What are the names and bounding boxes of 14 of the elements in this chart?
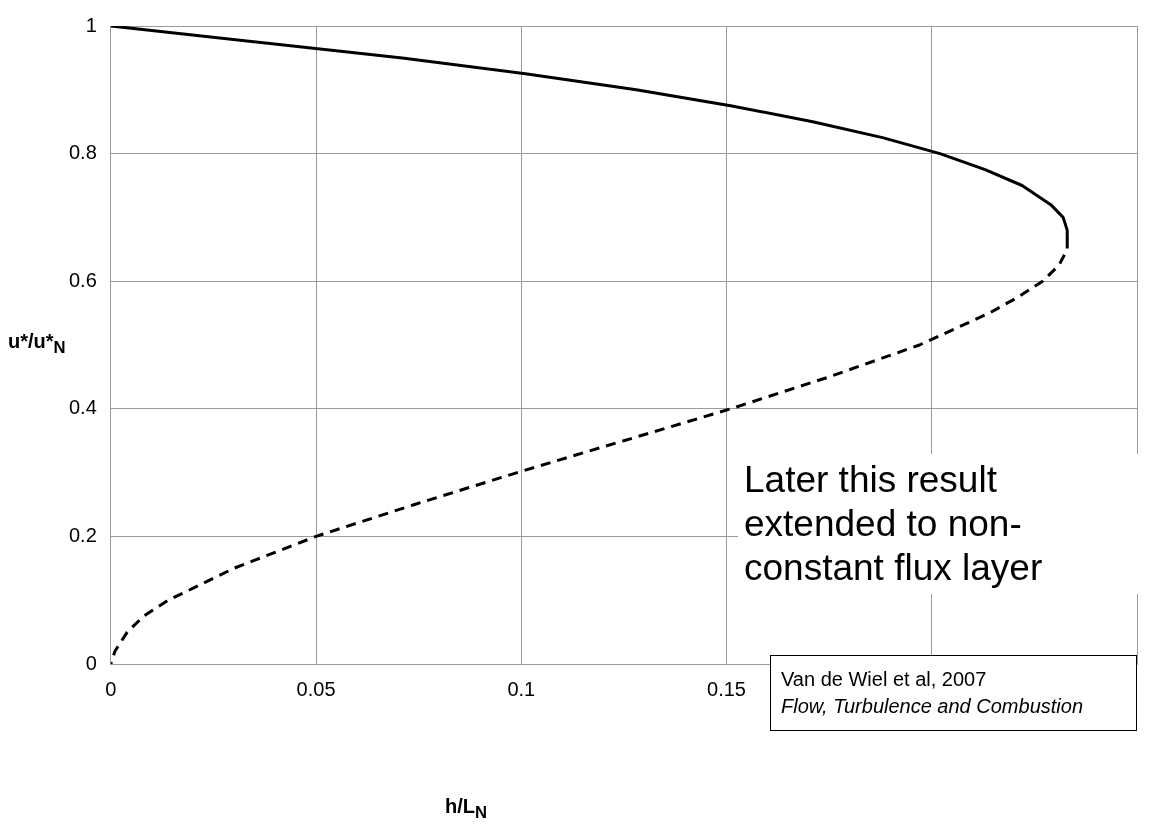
annotation: Later this result extended to non-constant flux layer — [738, 454, 1150, 594]
x-axis-title: h/L$_{N}$ — [445, 795, 488, 823]
x-tick-label: 0.05 — [296, 677, 336, 700]
y-tick-label: 0.8 — [68, 141, 97, 164]
x-tick-label: 0.15 — [707, 677, 746, 700]
citation-box: Van de Wiel et al, 2007 Flow, Turbulence and Combustion — [770, 655, 1137, 731]
y-tick-label: 0.2 — [68, 523, 97, 546]
x-tick-label: 0 — [105, 677, 117, 700]
y-tick-label: 0 — [85, 651, 97, 674]
x-tick-label: 0.1 — [507, 677, 536, 700]
y-tick-label: 1 — [85, 13, 97, 36]
y-tick-label: 0.6 — [68, 268, 97, 291]
y-axis-title: u*/u*$_{N}$ — [8, 330, 66, 358]
y-tick-label: 0.4 — [68, 396, 97, 419]
